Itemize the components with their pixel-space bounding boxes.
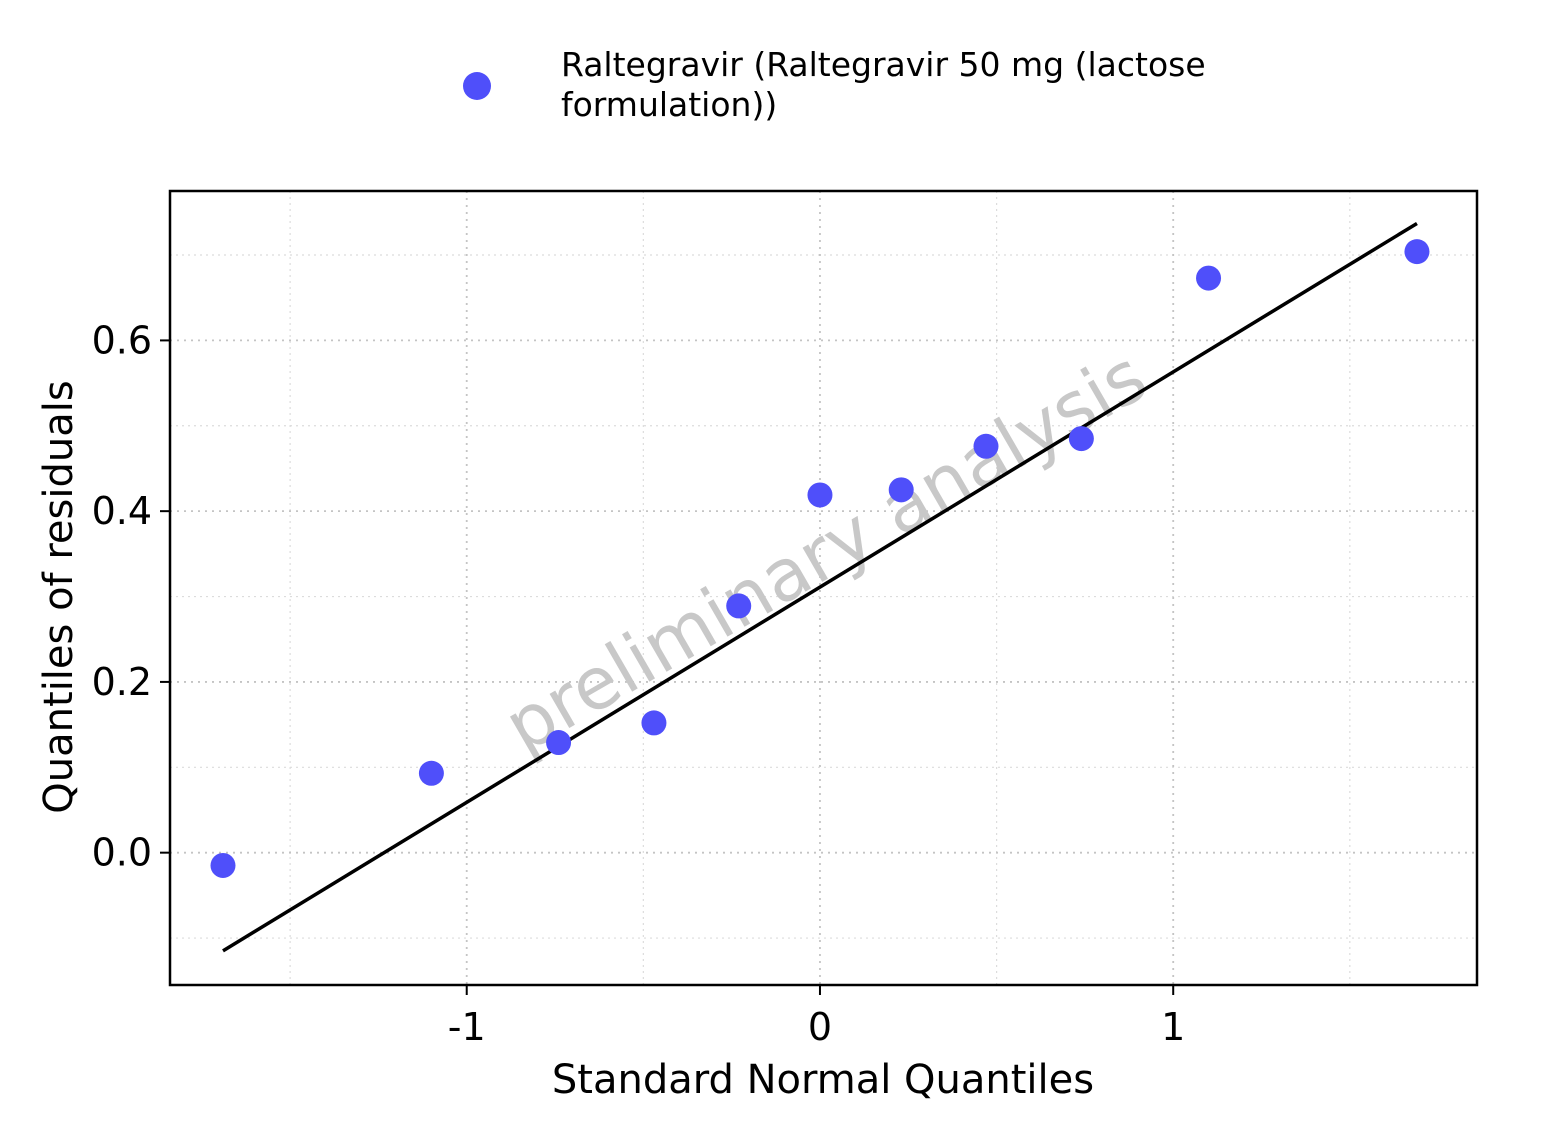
- data-point: [641, 710, 667, 736]
- data-point: [807, 482, 833, 508]
- legend: Raltegravir (Raltegravir 50 mg (lactose …: [463, 45, 1206, 124]
- watermark-text: preliminary analysis: [491, 334, 1160, 769]
- data-point: [210, 852, 236, 878]
- data-point: [418, 760, 444, 786]
- y-tick-label: 0.0: [92, 831, 152, 875]
- y-tick-label: 0.4: [92, 489, 152, 533]
- x-axis-title: Standard Normal Quantiles: [552, 1057, 1094, 1103]
- data-point: [546, 730, 572, 756]
- y-tick-label: 0.2: [92, 660, 152, 704]
- legend-label-line1: Raltegravir (Raltegravir 50 mg (lactose: [561, 45, 1206, 84]
- x-axis-ticks: -1 0 1: [448, 985, 1185, 1049]
- legend-marker: [463, 72, 491, 100]
- y-tick-label: 0.6: [92, 318, 152, 362]
- legend-label-line2: formulation)): [561, 85, 777, 124]
- major-gridlines: [170, 191, 1477, 985]
- reference-line: [222, 221, 1418, 953]
- minor-gridlines: [170, 191, 1477, 985]
- data-point: [726, 593, 752, 619]
- x-tick-label: -1: [448, 1005, 486, 1049]
- data-point: [973, 433, 999, 459]
- data-point: [888, 477, 914, 503]
- data-point: [1068, 426, 1094, 452]
- data-point: [1196, 265, 1222, 291]
- x-tick-label: 1: [1161, 1005, 1185, 1049]
- y-axis-ticks: 0.0 0.2 0.4 0.6: [92, 318, 170, 875]
- data-points: [210, 239, 1430, 878]
- plot-frame: [168, 189, 1479, 987]
- data-point: [1404, 239, 1430, 265]
- watermark-layer: preliminary analysis: [491, 334, 1160, 769]
- x-tick-label: 0: [808, 1005, 832, 1049]
- reference-line-layer: [222, 221, 1418, 953]
- y-axis-title: Quantiles of residuals: [36, 380, 82, 813]
